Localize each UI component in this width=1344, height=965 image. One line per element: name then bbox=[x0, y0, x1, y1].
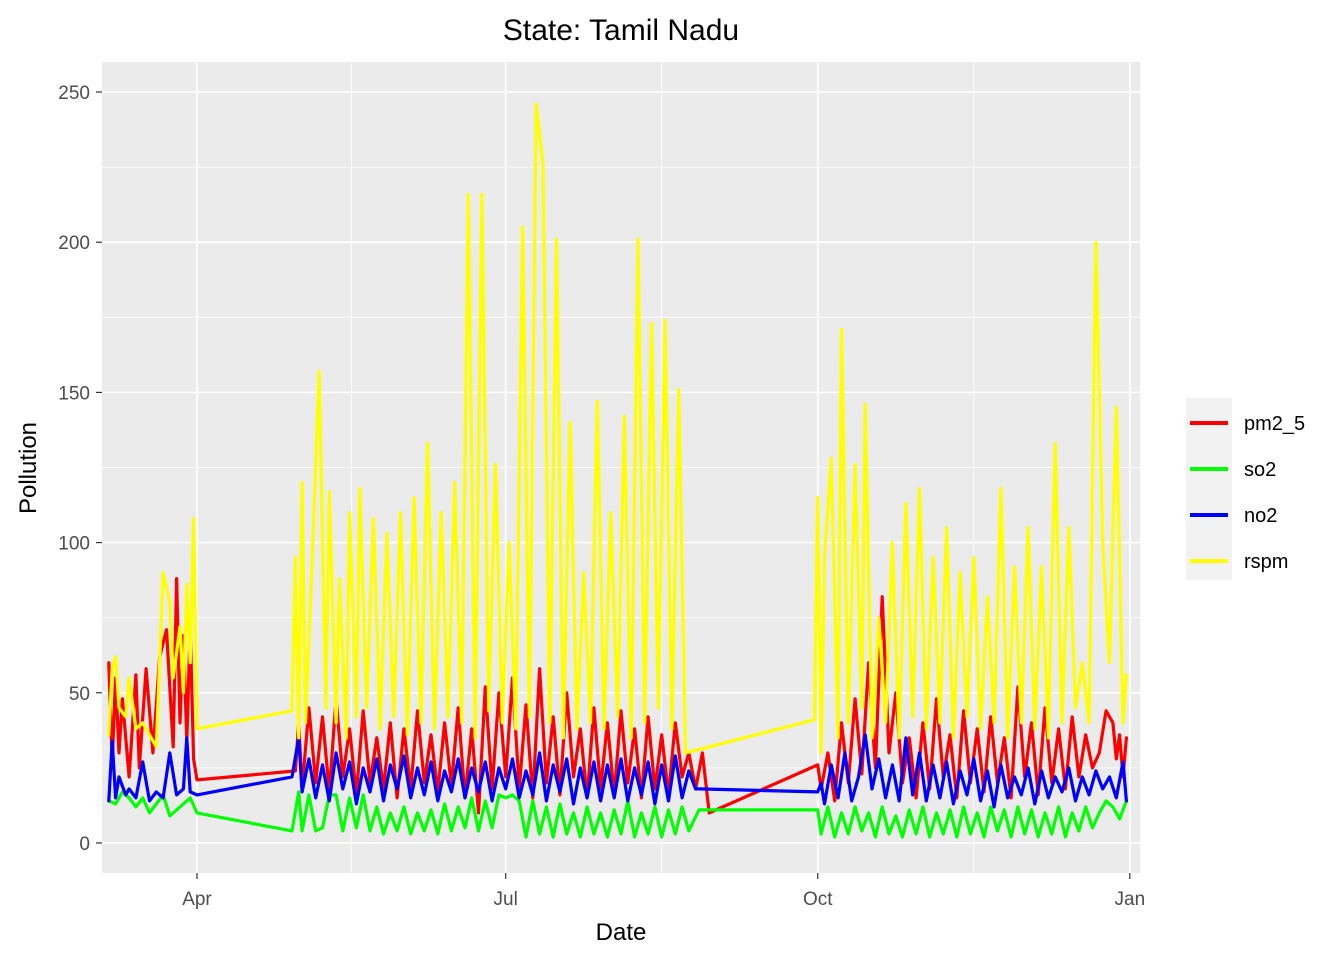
legend: pm2_5 so2 no2 rspm bbox=[1186, 398, 1305, 580]
legend-label-pm2_5: pm2_5 bbox=[1244, 413, 1305, 435]
y-tick-label: 250 bbox=[58, 83, 90, 104]
legend-label-so2: so2 bbox=[1244, 459, 1276, 481]
y-axis-title: Pollution bbox=[15, 422, 42, 514]
legend-label-rspm: rspm bbox=[1244, 551, 1288, 573]
y-tick-label: 150 bbox=[58, 383, 90, 404]
legend-key-background bbox=[1186, 398, 1232, 580]
chart-title: State: Tamil Nadu bbox=[503, 14, 739, 47]
x-tick-label: Jul bbox=[494, 889, 518, 910]
x-tick-label: Oct bbox=[803, 889, 833, 910]
x-axis-title: Date bbox=[596, 919, 647, 946]
x-tick-label: Apr bbox=[182, 889, 212, 910]
y-tick-label: 0 bbox=[79, 834, 90, 855]
series-line-no2 bbox=[107, 733, 1128, 809]
x-tick-label: Jan bbox=[1115, 889, 1146, 910]
legend-label-no2: no2 bbox=[1244, 505, 1277, 527]
axis-layer: 0 50 100 150 200 250 Apr Jul Oct Jan bbox=[58, 83, 1145, 910]
series-layer bbox=[107, 102, 1128, 839]
y-tick-label: 50 bbox=[69, 684, 90, 705]
series-line-rspm bbox=[107, 102, 1128, 755]
y-tick-label: 100 bbox=[58, 534, 90, 555]
y-tick-label: 200 bbox=[58, 233, 90, 254]
legend-items: pm2_5 so2 no2 rspm bbox=[1190, 413, 1305, 573]
